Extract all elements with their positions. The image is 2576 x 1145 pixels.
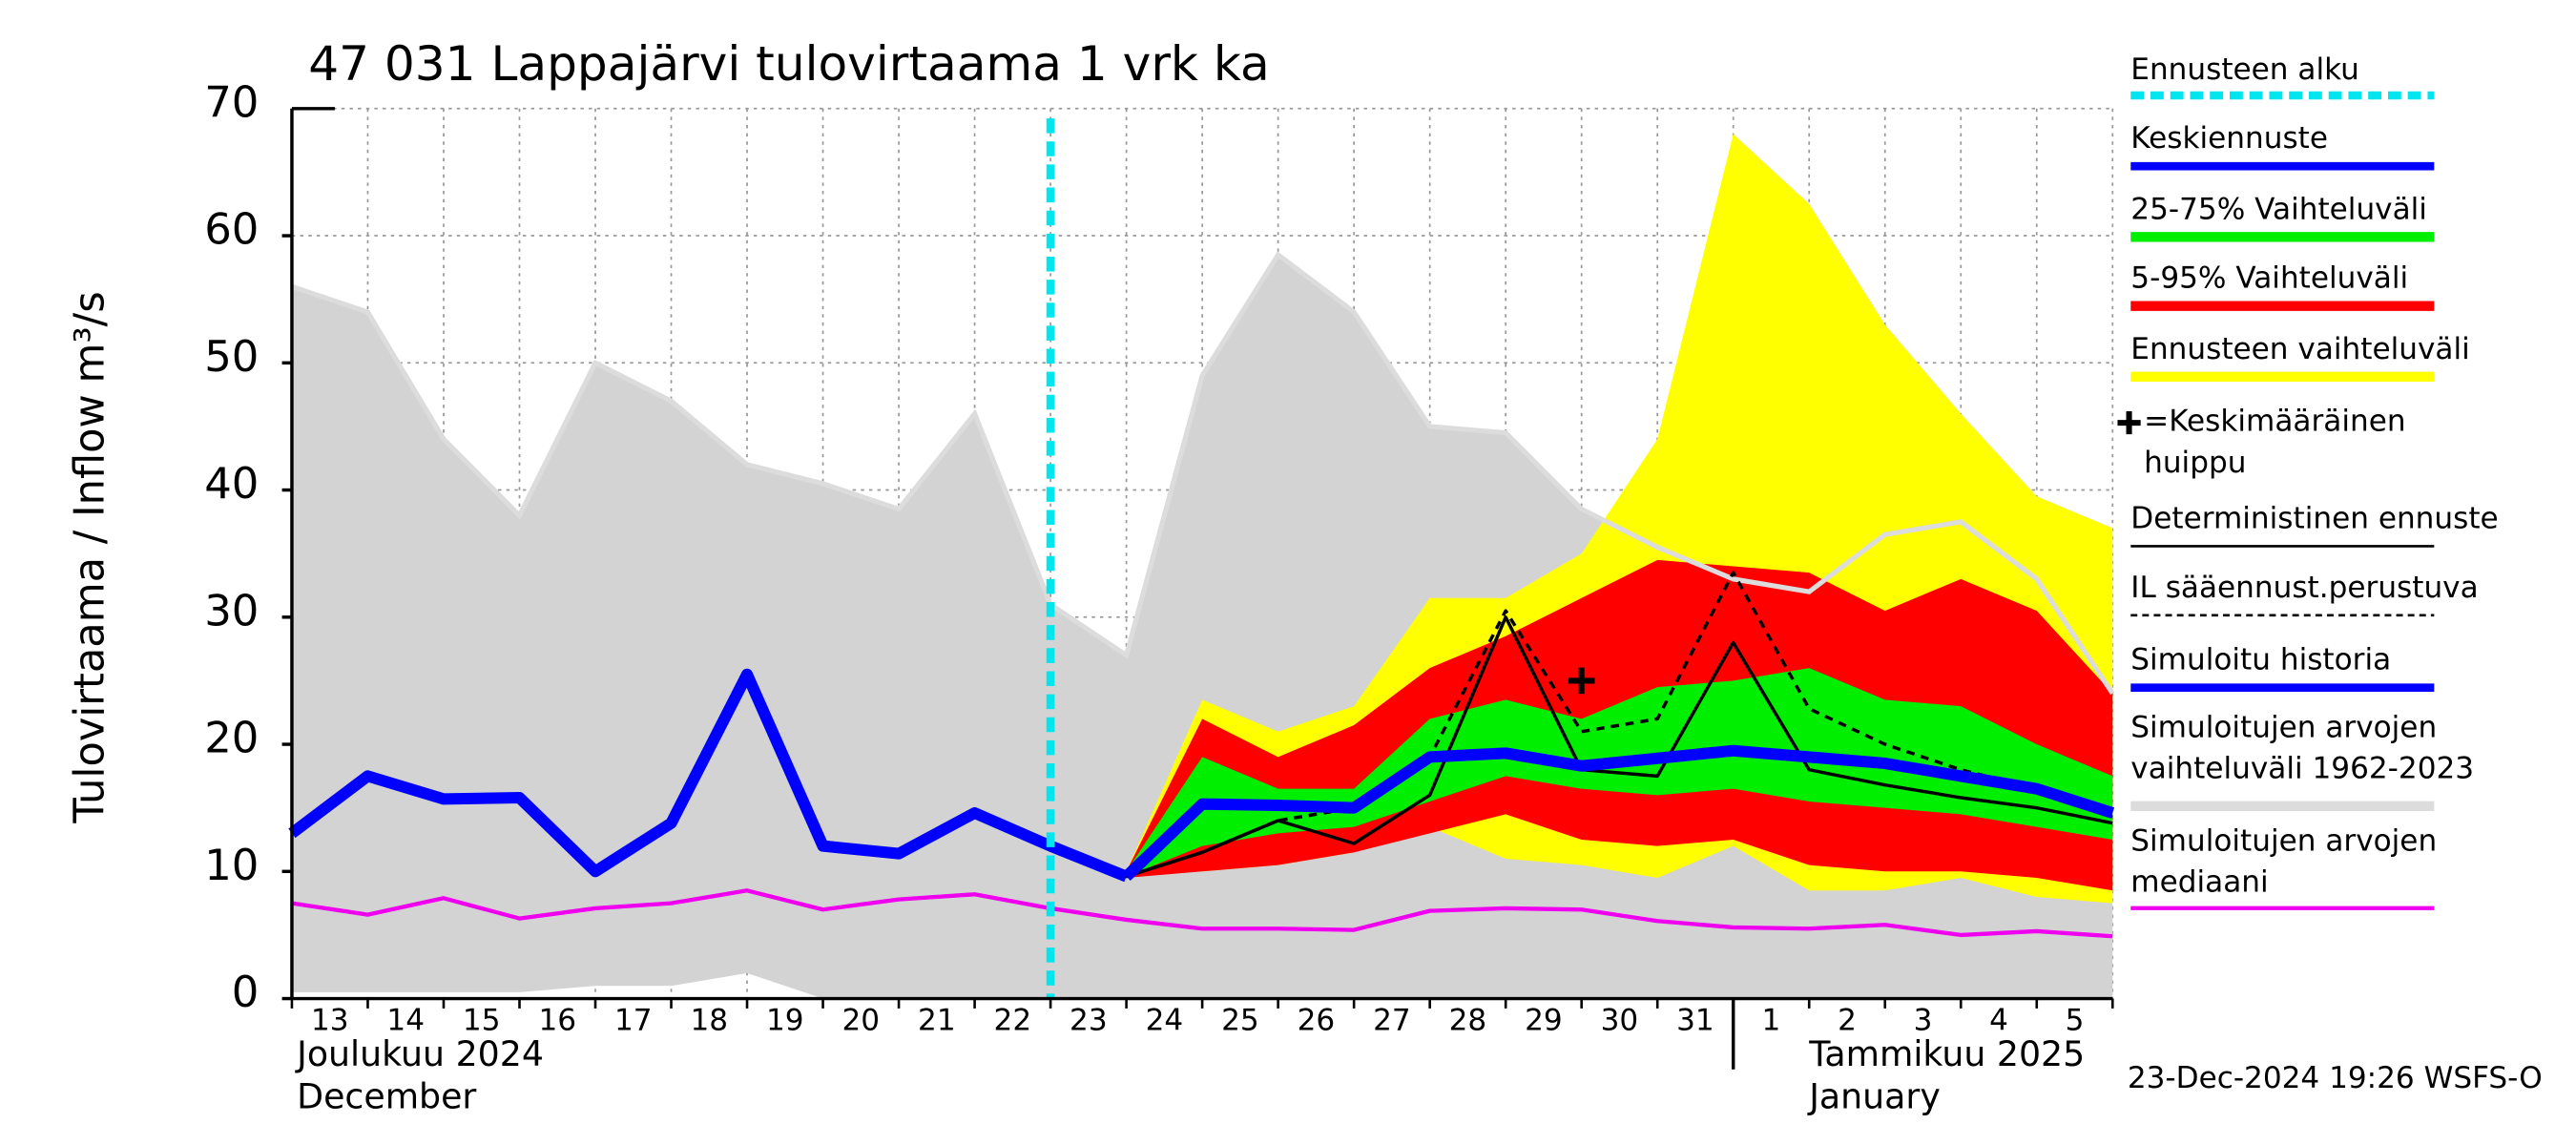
legend-label: =Keskimääräinen huippu [2144,405,2406,481]
month-label: Joulukuu 2024 [295,1033,544,1074]
y-tick-label: 70 [204,76,259,127]
legend-entry: Ennusteen vaihteluväli [2130,332,2470,367]
mean-line [288,668,1129,883]
y-axis-label: Tulovirtaama / Inflow [66,394,114,823]
month-label: Tammikuu 2025 [1808,1033,2085,1074]
legend-entry: Simuloitu historia [2130,643,2392,678]
legend-label: Simuloitujen arvojen vaihteluväli 1962-2… [2130,710,2475,787]
median-line [291,888,2113,939]
peak-marker [1568,667,1595,695]
legend-label: IL sääennust.perustuva [2130,571,2479,606]
y-tick-label: 10 [204,840,259,890]
month-label-en: December [297,1076,476,1117]
x-tick-label: 31 [1676,1004,1714,1038]
legend-label: Ennusteen alku [2130,52,2359,88]
x-tick-label: 26 [1298,1004,1336,1038]
x-tick-label: 30 [1601,1004,1639,1038]
x-tick-label: 15 [463,1004,501,1038]
deterministic-line [973,615,2113,879]
legend-entry: Deterministinen ennuste [2130,501,2499,537]
legend-label: Keskiennuste [2130,121,2329,156]
legend-entry: IL sääennust.perustuva [2130,571,2479,606]
legend-entry: Simuloitujen arvojen vaihteluväli 1962-2… [2130,710,2475,787]
legend-entry: Ennusteen alku [2130,52,2359,88]
legend-label: Deterministinen ennuste [2130,501,2499,537]
chart-title: 47 031 Lappajärvi tulovirtaama 1 vrk ka [308,36,1270,92]
legend-entry: Simuloitujen arvojen mediaani [2130,823,2438,901]
legend-label: 5-95% Vaihteluväli [2130,261,2409,297]
legend-label: Simuloitu historia [2130,643,2392,678]
legend-swatch [2117,411,2141,435]
x-tick-label: 29 [1525,1004,1563,1038]
y-tick-label: 60 [204,204,259,255]
x-tick-label: 2 [1838,1004,1857,1038]
x-tick-label: 1 [1762,1004,1781,1038]
legend-entry: =Keskimääräinen huippu [2144,405,2406,481]
x-tick-label: 13 [311,1004,349,1038]
x-tick-label: 25 [1221,1004,1259,1038]
x-tick-label: 17 [614,1004,653,1038]
x-tick-label: 19 [766,1004,804,1038]
y-tick-label: 40 [204,458,259,509]
legend-entry: 25-75% Vaihteluväli [2130,192,2427,227]
x-tick-label: 23 [1070,1004,1108,1038]
y-tick-label: 20 [204,713,259,763]
legend-entry: Keskiennuste [2130,121,2329,156]
month-label-en: January [1807,1076,1941,1117]
x-tick-label: 5 [2066,1004,2085,1038]
x-tick-label: 16 [538,1004,576,1038]
legend-entry: 5-95% Vaihteluväli [2130,261,2409,297]
x-tick-label: 21 [918,1004,956,1038]
x-tick-label: 4 [1989,1004,2008,1038]
y-axis-unit: m³/s [66,291,114,383]
x-tick-label: 20 [842,1004,881,1038]
legend-label: 25-75% Vaihteluväli [2130,192,2427,227]
mean-line [1122,744,2115,881]
x-tick-label: 3 [1914,1004,1933,1038]
x-tick-label: 18 [690,1004,728,1038]
x-tick-label: 24 [1146,1004,1184,1038]
x-tick-label: 22 [994,1004,1032,1038]
y-tick-label: 30 [204,585,259,635]
footer: 23-Dec-2024 19:26 WSFS-O [2128,1061,2543,1095]
y-tick-label: 50 [204,331,259,382]
y-tick-label: 0 [232,967,260,1017]
x-tick-label: 14 [386,1004,425,1038]
legend-label: Ennusteen vaihteluväli [2130,332,2470,367]
legend-label: Simuloitujen arvojen mediaani [2130,823,2438,901]
x-tick-label: 27 [1373,1004,1411,1038]
x-tick-label: 28 [1449,1004,1487,1038]
range-outline [291,251,2115,696]
